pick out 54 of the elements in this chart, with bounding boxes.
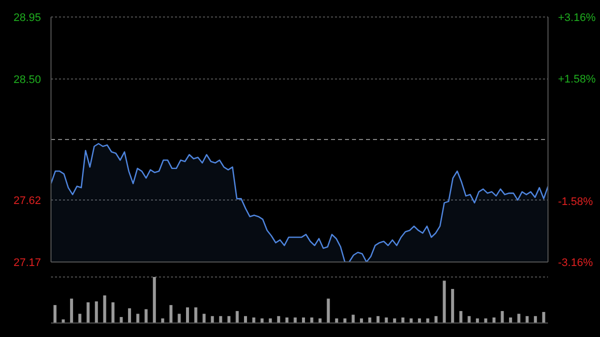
bar — [285, 317, 288, 323]
bar — [542, 312, 546, 323]
bar — [128, 308, 132, 323]
bar — [294, 317, 297, 323]
bar — [219, 316, 222, 323]
bar — [136, 314, 140, 323]
bar — [468, 316, 471, 323]
bar — [302, 317, 305, 323]
y2-tick-label: -3.16% — [558, 257, 594, 269]
bar — [434, 316, 438, 323]
bar — [103, 295, 106, 323]
bar — [376, 316, 380, 323]
y2-tick-label: +1.58% — [558, 73, 596, 86]
bar — [202, 314, 206, 323]
bar — [144, 309, 148, 323]
bar — [526, 316, 529, 323]
bar — [70, 298, 74, 323]
bar — [111, 302, 114, 323]
bar — [244, 316, 247, 323]
bar — [194, 307, 198, 323]
bar — [517, 314, 520, 323]
bar — [442, 280, 446, 323]
y2-tick-label: -1.58% — [558, 196, 594, 208]
bar — [509, 317, 512, 323]
bar — [236, 311, 239, 323]
bar — [277, 316, 280, 323]
bar — [86, 302, 90, 323]
bar — [152, 277, 156, 323]
y-tick-label: 28.50 — [13, 74, 41, 86]
bar — [368, 317, 372, 323]
bar — [384, 317, 388, 323]
y-tick-label: 27.17 — [13, 257, 41, 269]
bar — [94, 301, 98, 323]
bar — [186, 307, 190, 323]
bar — [310, 317, 314, 323]
y-tick-label: 27.62 — [13, 195, 41, 208]
bar — [252, 317, 256, 323]
bar — [53, 305, 56, 323]
bar — [227, 316, 230, 323]
bar — [500, 311, 504, 323]
bar — [401, 317, 404, 323]
bar — [492, 317, 496, 323]
bar — [78, 314, 82, 323]
bar — [210, 316, 214, 323]
bar — [451, 288, 454, 323]
bar — [352, 314, 355, 323]
bar — [326, 298, 330, 323]
bar — [120, 317, 123, 323]
y2-tick-label: +3.16% — [558, 12, 596, 24]
bar — [169, 305, 172, 323]
y-tick-label: 28.95 — [13, 12, 41, 24]
bar — [178, 314, 181, 323]
bar — [534, 316, 537, 323]
bar — [459, 311, 462, 323]
